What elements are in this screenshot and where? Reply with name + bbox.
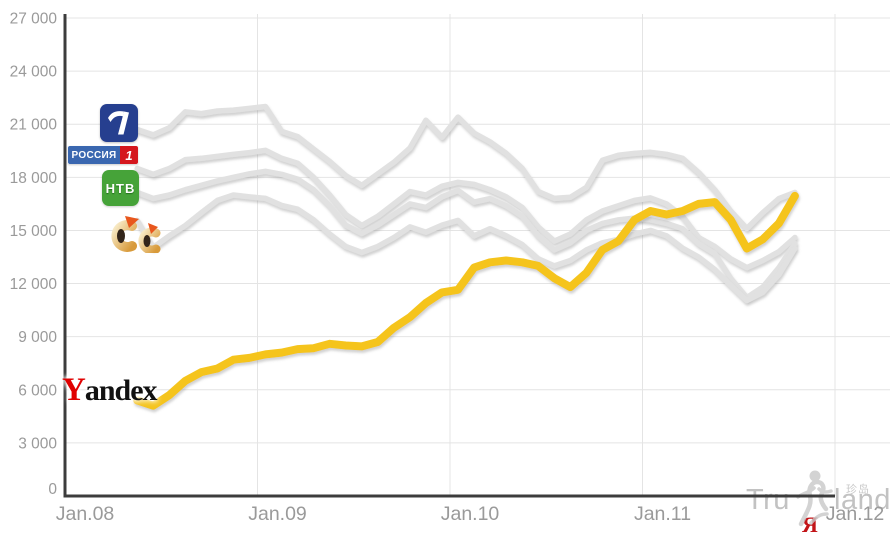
y-axis-tick-label: 12 000 [10, 276, 58, 293]
y-axis-tick-label: 9 000 [18, 329, 57, 346]
y-axis-tick-label: 15 000 [10, 223, 58, 240]
y-axis-tick-label: 0 [48, 481, 57, 498]
y-axis-tick-label: 24 000 [10, 64, 58, 81]
watermark-chinese-text: 珍岛 [846, 484, 870, 496]
x-axis-tick-label: Jan.09 [248, 503, 307, 525]
series-line-rossiya-1 [134, 147, 798, 271]
watermark-person-icon [796, 470, 833, 527]
y-axis-tick-label: 21 000 [10, 117, 58, 134]
x-axis-tick-label: Jan.10 [441, 503, 500, 525]
ntv-logo: НТВ [102, 170, 139, 206]
series-line-sts [134, 192, 798, 304]
x-axis-tick-label: Jan.08 [56, 503, 115, 525]
yandex-label-first-letter: Y [62, 372, 86, 408]
y-axis-tick-label: 3 000 [18, 435, 57, 452]
series-line-channel-one [134, 103, 798, 232]
rossiya-1-logo: РОССИЯ 1 [68, 146, 138, 164]
channel-one-logo [100, 104, 138, 142]
watermark-text-left: Tru [746, 484, 790, 516]
yandex-label: Yandex [62, 372, 158, 409]
y-axis-tick-label: 18 000 [10, 170, 58, 187]
series-line-ntv [134, 168, 798, 301]
rossiya-1-text: РОССИЯ [68, 146, 120, 164]
watermark-text-right: land [834, 484, 890, 516]
x-axis-tick-label: Jan.12 [826, 503, 885, 525]
y-axis-tick-label: 6 000 [18, 382, 57, 399]
series-line-yandex [133, 191, 799, 410]
sts-logo [106, 213, 162, 253]
yandex-label-rest: andex [84, 374, 158, 407]
ntv-text: НТВ [105, 180, 136, 196]
sts-glyph-icon [111, 216, 161, 253]
x-axis-tick-label: Jan.11 [634, 503, 691, 525]
y-axis-tick-label: 27 000 [10, 11, 58, 28]
channel-one-glyph-icon [108, 111, 129, 135]
rossiya-1-one: 1 [120, 146, 138, 164]
